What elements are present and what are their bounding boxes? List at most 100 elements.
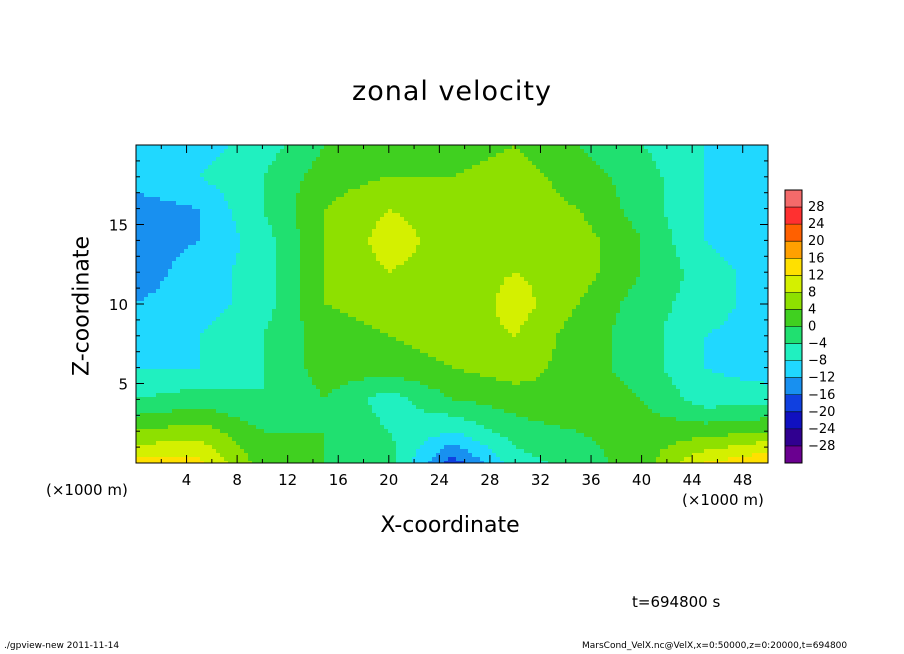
field-cell <box>716 185 720 189</box>
field-cell <box>436 173 440 177</box>
field-cell <box>404 269 408 273</box>
field-cell <box>580 201 584 205</box>
field-cell <box>488 193 492 197</box>
field-cell <box>624 145 628 149</box>
field-cell <box>272 177 276 181</box>
field-cell <box>512 221 516 225</box>
field-cell <box>240 173 244 177</box>
field-cell <box>208 169 212 173</box>
field-cell <box>252 221 256 225</box>
field-cell <box>560 161 564 165</box>
field-cell <box>312 177 316 181</box>
field-cell <box>732 153 736 157</box>
field-cell <box>312 169 316 173</box>
field-cell <box>168 269 172 273</box>
field-cell <box>396 169 400 173</box>
field-cell <box>348 161 352 165</box>
field-cell <box>432 253 436 257</box>
field-cell <box>228 213 232 217</box>
field-cell <box>152 145 156 149</box>
field-cell <box>628 241 632 245</box>
field-cell <box>380 145 384 149</box>
field-cell <box>484 205 488 209</box>
field-cell <box>164 161 168 165</box>
field-cell <box>532 241 536 245</box>
field-cell <box>396 217 400 221</box>
field-cell <box>456 161 460 165</box>
field-cell <box>536 217 540 221</box>
field-cell <box>208 249 212 253</box>
field-cell <box>188 177 192 181</box>
field-cell <box>732 225 736 229</box>
field-cell <box>756 217 760 221</box>
field-cell <box>744 213 748 217</box>
field-cell <box>160 249 164 253</box>
field-cell <box>688 161 692 165</box>
field-cell <box>676 253 680 257</box>
field-cell <box>560 169 564 173</box>
field-cell <box>728 249 732 253</box>
field-cell <box>464 241 468 245</box>
field-cell <box>580 265 584 269</box>
field-cell <box>488 189 492 193</box>
field-cell <box>328 257 332 261</box>
field-cell <box>732 249 736 253</box>
field-cell <box>404 169 408 173</box>
field-cell <box>468 185 472 189</box>
field-cell <box>204 213 208 217</box>
field-cell <box>636 177 640 181</box>
field-cell <box>644 241 648 245</box>
field-cell <box>180 205 184 209</box>
field-cell <box>340 241 344 245</box>
field-cell <box>308 205 312 209</box>
field-cell <box>192 157 196 161</box>
field-cell <box>224 145 228 149</box>
field-cell <box>276 217 280 221</box>
field-cell <box>596 205 600 209</box>
field-cell <box>760 193 764 197</box>
field-cell <box>280 237 284 241</box>
field-cell <box>464 185 468 189</box>
field-cell <box>748 237 752 241</box>
field-cell <box>596 233 600 237</box>
field-cell <box>632 197 636 201</box>
field-cell <box>472 201 476 205</box>
field-cell <box>308 181 312 185</box>
field-cell <box>136 257 140 261</box>
field-cell <box>204 181 208 185</box>
field-cell <box>656 181 660 185</box>
field-cell <box>156 145 160 149</box>
field-cell <box>404 201 408 205</box>
field-cell <box>428 213 432 217</box>
field-cell <box>456 265 460 269</box>
field-cell <box>564 261 568 265</box>
field-cell <box>468 189 472 193</box>
field-cell <box>668 161 672 165</box>
field-cell <box>764 181 768 185</box>
field-cell <box>376 173 380 177</box>
field-cell <box>644 265 648 269</box>
field-cell <box>608 261 612 265</box>
field-cell <box>572 253 576 257</box>
field-cell <box>212 209 216 213</box>
field-cell <box>540 209 544 213</box>
field-cell <box>556 153 560 157</box>
field-cell <box>468 253 472 257</box>
field-cell <box>192 197 196 201</box>
field-cell <box>556 201 560 205</box>
field-cell <box>592 205 596 209</box>
field-cell <box>204 269 208 273</box>
field-cell <box>736 185 740 189</box>
field-cell <box>292 209 296 213</box>
field-cell <box>180 173 184 177</box>
field-cell <box>760 245 764 249</box>
field-cell <box>380 205 384 209</box>
field-cell <box>440 245 444 249</box>
field-cell <box>176 173 180 177</box>
field-cell <box>644 233 648 237</box>
field-cell <box>388 201 392 205</box>
field-cell <box>392 205 396 209</box>
field-cell <box>412 229 416 233</box>
field-cell <box>400 217 404 221</box>
field-cell <box>380 185 384 189</box>
